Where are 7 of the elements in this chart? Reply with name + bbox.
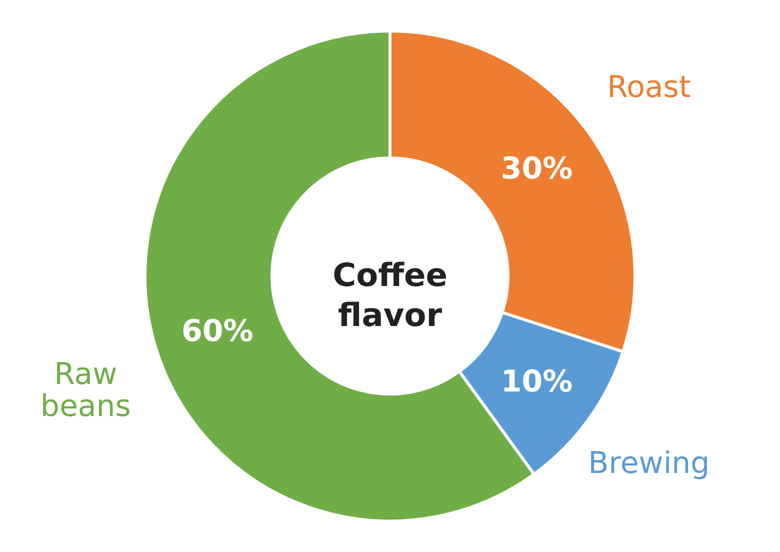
data-label: 60% xyxy=(181,314,254,350)
slice-label: Roast xyxy=(607,70,691,105)
slice-label: Brewing xyxy=(588,446,710,482)
data-label: 10% xyxy=(500,364,573,400)
data-label: 30% xyxy=(500,151,573,186)
slice-label: Raw beans xyxy=(40,356,131,424)
text: Coffee flavor xyxy=(332,256,448,334)
